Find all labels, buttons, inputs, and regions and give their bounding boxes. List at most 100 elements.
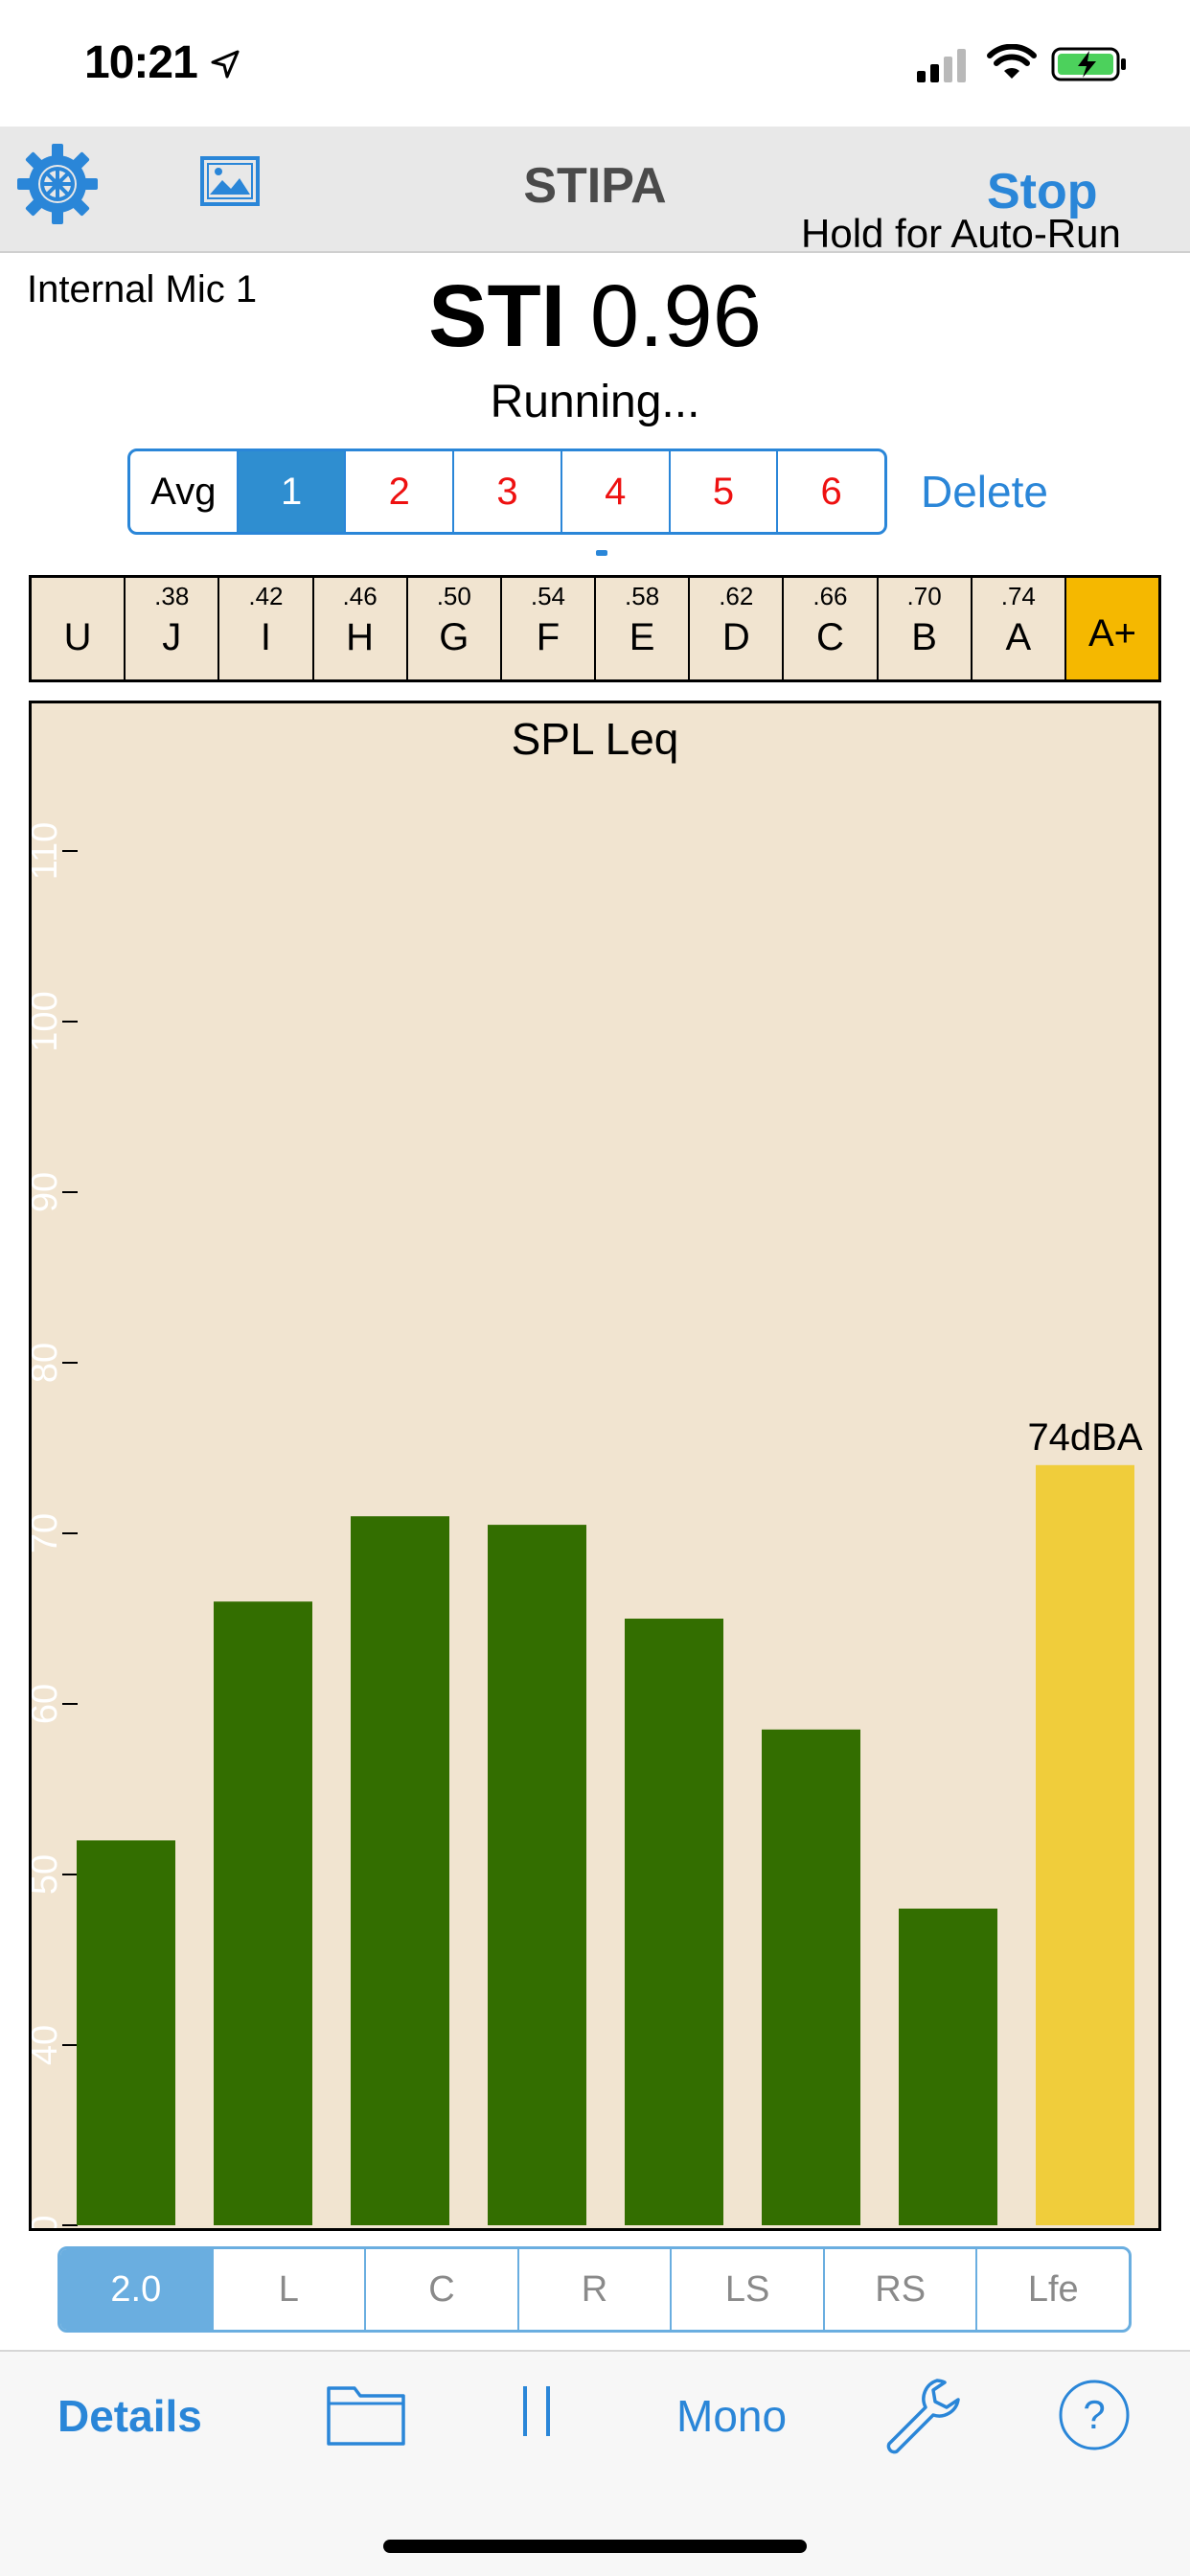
sti-value: 0.96 [589,267,762,365]
y-tick-label: 100 [32,991,65,1051]
sti-grade-letter: G [439,616,469,658]
page-indicator [596,550,607,556]
sti-grade-cell: .74 A [973,578,1066,679]
status-bar: 10:21 [0,0,1190,126]
sti-grade-letter: A+ [1087,612,1136,655]
channel-tab-2-0[interactable]: 2.0 [60,2249,214,2330]
sti-grade-scale: U .38 J .42 I .46 H .50 G .54 F .58 E .62 D .66 C .70 B .74… [29,575,1161,682]
sti-grade-threshold: .74 [1000,582,1036,610]
band-level-bar [899,1908,997,2225]
sti-grade-cell: .70 B [879,578,973,679]
sti-grade-threshold: .42 [248,582,284,610]
channel-tab-rs[interactable]: RS [825,2249,978,2330]
sti-grade-cell: A+ [1065,578,1159,679]
y-tick-label: 40 [32,2025,65,2065]
y-tick-label: 50 [32,1854,65,1895]
band-level-bar [762,1729,860,2225]
sti-grade-letter: B [911,616,937,658]
svg-text:?: ? [1083,2392,1105,2437]
run-tab-6[interactable]: 6 [820,470,842,513]
auto-run-hint: Hold for Auto-Run [801,211,1121,256]
sti-grade-cell: .38 J [126,578,220,679]
signal-icon [917,49,966,82]
sti-grade-threshold: .54 [530,582,566,610]
sti-grade-threshold: .70 [906,582,942,610]
sti-readout: STI 0.96 [0,266,1190,367]
run-tab-3[interactable]: 3 [454,451,562,532]
sti-grade-letter: E [629,616,655,658]
chart-title: SPL Leq [511,714,679,764]
total-level-label: 74dBA [1027,1416,1142,1459]
stop-button[interactable]: Stop [987,164,1098,219]
image-icon[interactable] [199,155,261,207]
sti-grade-letter: F [536,616,561,658]
y-tick-label: 70 [32,1513,65,1553]
band-level-bar [488,1525,586,2225]
y-tick-label: 90 [32,1172,65,1212]
sti-grade-cell: .54 F [502,578,597,679]
run-tab-2[interactable]: 2 [346,451,455,532]
band-level-bar [77,1840,175,2225]
run-tab-4[interactable]: 4 [562,451,671,532]
band-level-bar [214,1601,312,2225]
channel-tab-r[interactable]: R [519,2249,673,2330]
sti-grade-threshold: .46 [342,582,378,610]
sti-grade-threshold: .58 [625,582,660,610]
run-tab-5[interactable]: 5 [671,451,779,532]
channel-selector: 2.0 L C R LS RS Lfe [57,2246,1132,2333]
channel-tab-l[interactable]: L [214,2249,367,2330]
nav-bar: STIPA Stop Hold for Auto-Run [0,126,1190,256]
nav-title: STIPA [523,158,667,214]
sti-grade-cell: .42 I [219,578,314,679]
sti-grade-cell: U [32,578,126,679]
y-tick-label: 80 [32,1343,65,1383]
channel-tab-ls[interactable]: LS [672,2249,825,2330]
folder-icon[interactable] [326,2379,406,2448]
sti-grade-threshold: .62 [719,582,754,610]
sti-grade-letter: C [816,616,844,658]
status-time: 10:21 [84,37,198,88]
sti-grade-cell: .58 E [596,578,691,679]
details-button[interactable]: Details [57,2391,202,2441]
channel-tab-c[interactable]: C [366,2249,519,2330]
sti-grade-letter: H [346,616,375,658]
y-tick-label: 0 [32,2215,65,2228]
mono-button[interactable]: Mono [676,2391,788,2441]
delete-button[interactable]: Delete [921,467,1048,517]
wifi-icon [987,44,1037,79]
sti-grade-threshold: .66 [812,582,848,610]
home-indicator [383,2540,807,2553]
band-level-bar [625,1619,723,2225]
bottom-toolbar: Details Mono ? [0,2350,1190,2576]
sti-grade-cell: .50 G [408,578,502,679]
sti-grade-letter: U [63,616,92,658]
y-tick-label: 110 [32,822,65,881]
sti-grade-letter: J [162,616,182,658]
sti-grade-cell: .62 D [690,578,785,679]
help-icon[interactable]: ? [1058,2379,1131,2451]
spl-chart: 0 40 50 60 70 80 90 100 110 74dBA SPL Leq [29,701,1161,2231]
sti-grade-letter: A [1005,616,1032,658]
mic-label: Internal Mic 1 [27,268,258,310]
sti-grade-threshold: .50 [436,582,471,610]
battery-charging-icon [1051,47,1126,81]
sti-grade-threshold: .38 [154,582,190,610]
sti-grade-cell: .66 C [784,578,879,679]
sti-grade-cell: .46 H [314,578,408,679]
total-level-bar [1036,1464,1134,2225]
gear-icon[interactable] [15,142,100,226]
run-tab-1[interactable]: 1 [238,451,347,532]
pause-icon[interactable] [517,2382,556,2440]
status-text: Running... [490,377,700,427]
sti-label: STI [428,267,566,365]
spl-chart-svg: 0 40 50 60 70 80 90 100 110 74dBA [32,822,1143,2228]
y-tick-label: 60 [32,1684,65,1724]
band-level-bar [351,1516,449,2225]
sti-grade-letter: D [721,616,750,658]
run-selector: Avg 1 2 3 4 5 6 [127,448,887,535]
wrench-icon[interactable] [881,2375,962,2455]
location-arrow-icon [211,50,240,79]
sti-grade-letter: I [260,616,271,658]
run-tab-avg[interactable]: Avg [130,451,239,532]
channel-tab-lfe[interactable]: Lfe [1027,2268,1079,2310]
